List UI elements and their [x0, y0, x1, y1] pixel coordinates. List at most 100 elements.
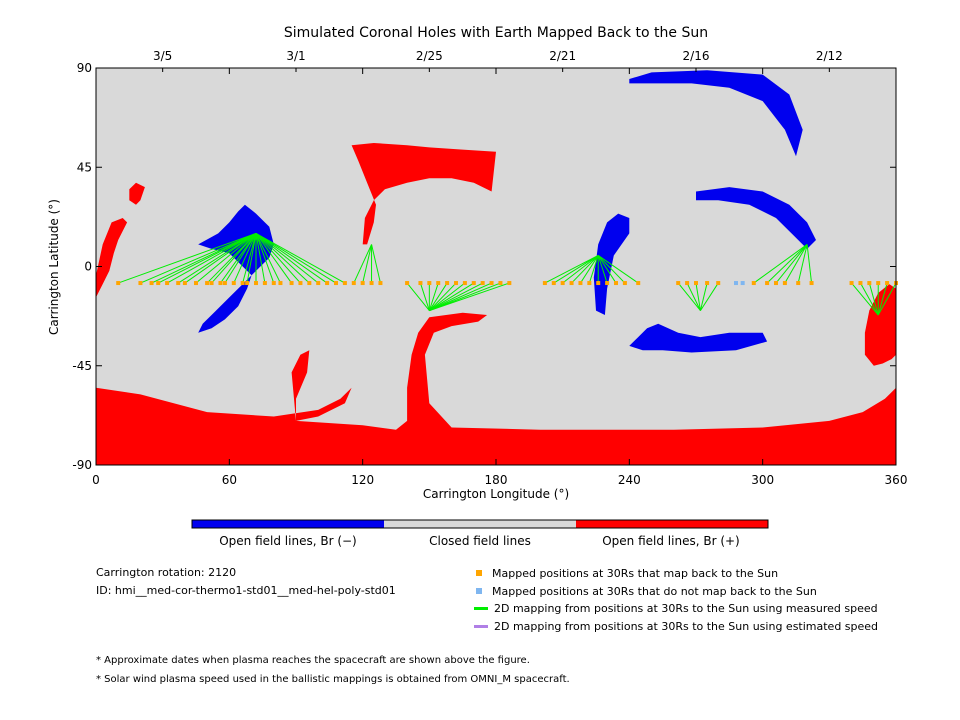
- mapped-point: [205, 281, 210, 286]
- mapped-point: [867, 281, 872, 286]
- closed-field-background: [96, 68, 896, 465]
- mapped-point: [765, 281, 770, 286]
- mapping-line: [220, 233, 257, 284]
- nonmapped-point: [734, 281, 738, 286]
- mapping-line: [255, 233, 319, 284]
- mapping-line: [860, 282, 879, 316]
- mapped-point: [694, 281, 698, 286]
- mapping-line: [597, 255, 626, 284]
- x-tick-label: 180: [485, 473, 508, 487]
- date-tick-label: 3/1: [286, 49, 305, 63]
- y-tick-label: 90: [77, 61, 92, 75]
- colorbar-segment: [576, 520, 768, 528]
- mapped-point: [489, 281, 494, 286]
- model-id: ID: hmi__med-cor-thermo1-std01__med-hel-…: [96, 584, 396, 597]
- mapped-point: [782, 281, 787, 286]
- colorbar-label-positive: Open field lines, Br (+): [602, 534, 740, 548]
- mapped-point: [116, 281, 121, 286]
- estimated-line-icon: [474, 624, 488, 628]
- mapped-point: [605, 281, 610, 286]
- mapped-point: [614, 281, 618, 286]
- mapped-point: [498, 281, 503, 286]
- y-tick-label: 45: [77, 160, 92, 174]
- mapping-line: [406, 282, 430, 311]
- mapped-point: [182, 281, 187, 286]
- legend-item-estimated: 2D mapping from positions at 30Rs to the…: [474, 619, 878, 633]
- mapping-line: [255, 233, 328, 284]
- mapping-line: [553, 255, 599, 284]
- colorbar-segment: [384, 520, 576, 528]
- mapping-line: [753, 244, 808, 284]
- x-tick-label: 300: [751, 473, 774, 487]
- legend-item-mapped: Mapped positions at 30Rs that map back t…: [476, 566, 778, 580]
- mapped-point: [418, 281, 423, 286]
- mapping-line: [151, 232, 257, 284]
- mapped-point: [587, 281, 592, 286]
- mapping-line: [695, 282, 701, 311]
- mapped-point: [454, 281, 458, 286]
- mapped-point: [378, 281, 383, 286]
- legend-label: Mapped positions at 30Rs that do not map…: [492, 584, 817, 598]
- mapping-line: [429, 282, 475, 312]
- positive-open-field-region: [129, 182, 145, 205]
- x-axis-ticks: 0 60 120 180 240 300 360: [92, 68, 907, 487]
- legend-label: 2D mapping from positions at 30Rs to the…: [494, 601, 878, 615]
- legend-label: 2D mapping from positions at 30Rs to the…: [494, 619, 879, 633]
- mapped-point: [427, 281, 432, 286]
- mapping-line: [597, 255, 617, 284]
- mapping-line: [242, 233, 257, 284]
- x-tick-label: 240: [618, 473, 641, 487]
- mapping-line: [588, 255, 599, 284]
- mapped-point: [578, 281, 583, 286]
- mapped-point: [351, 281, 356, 286]
- mapped-point: [405, 281, 410, 286]
- nonmapped-swatch-icon: [476, 588, 482, 594]
- mapped-point: [436, 281, 441, 286]
- mapped-point: [149, 281, 154, 286]
- mapped-point: [480, 281, 485, 286]
- mapping-line: [766, 244, 808, 284]
- mapped-point: [325, 281, 330, 286]
- mapping-line: [562, 255, 599, 284]
- mapped-point: [307, 281, 312, 286]
- negative-open-field-region: [696, 187, 816, 249]
- mapped-point: [551, 281, 556, 286]
- mapped-point: [507, 281, 512, 286]
- negative-open-field-region: [629, 323, 768, 353]
- mapping-line: [429, 282, 483, 312]
- mapping-line: [166, 232, 257, 284]
- mapped-point: [360, 281, 365, 286]
- mapped-point: [809, 281, 814, 286]
- x-tick-label: 360: [885, 473, 908, 487]
- y-tick-label: -45: [72, 359, 92, 373]
- mapping-line: [177, 232, 257, 284]
- positive-open-field-region: [96, 218, 128, 298]
- mapping-line: [255, 233, 310, 284]
- mapped-point: [716, 281, 721, 286]
- mapped-point: [471, 281, 476, 286]
- mapped-point: [542, 281, 547, 286]
- colorbar-frame: [191, 519, 769, 529]
- mapping-line: [353, 244, 373, 284]
- mapped-point: [636, 281, 641, 286]
- mapped-point: [596, 281, 601, 286]
- coronal-hole-chart: Simulated Coronal Holes with Earth Mappe…: [47, 25, 907, 548]
- mapping-line: [195, 233, 257, 284]
- mapped-point: [138, 281, 143, 286]
- mapping-line: [428, 282, 439, 311]
- mapped-point: [462, 281, 467, 286]
- mapped-point: [289, 281, 294, 286]
- legend-item-measured: 2D mapping from positions at 30Rs to the…: [474, 601, 878, 615]
- mapping-line: [206, 233, 257, 284]
- mapped-point: [254, 281, 258, 286]
- mapping-line: [428, 282, 457, 311]
- mapped-point: [245, 281, 250, 286]
- mapped-point: [194, 281, 198, 286]
- colorbar-segment: [192, 520, 384, 528]
- mapped-point: [209, 281, 214, 286]
- mapped-point: [849, 281, 854, 286]
- mapping-line: [797, 244, 808, 284]
- mapping-line: [784, 244, 808, 284]
- mapped-point: [240, 281, 245, 286]
- mapped-point: [222, 281, 227, 286]
